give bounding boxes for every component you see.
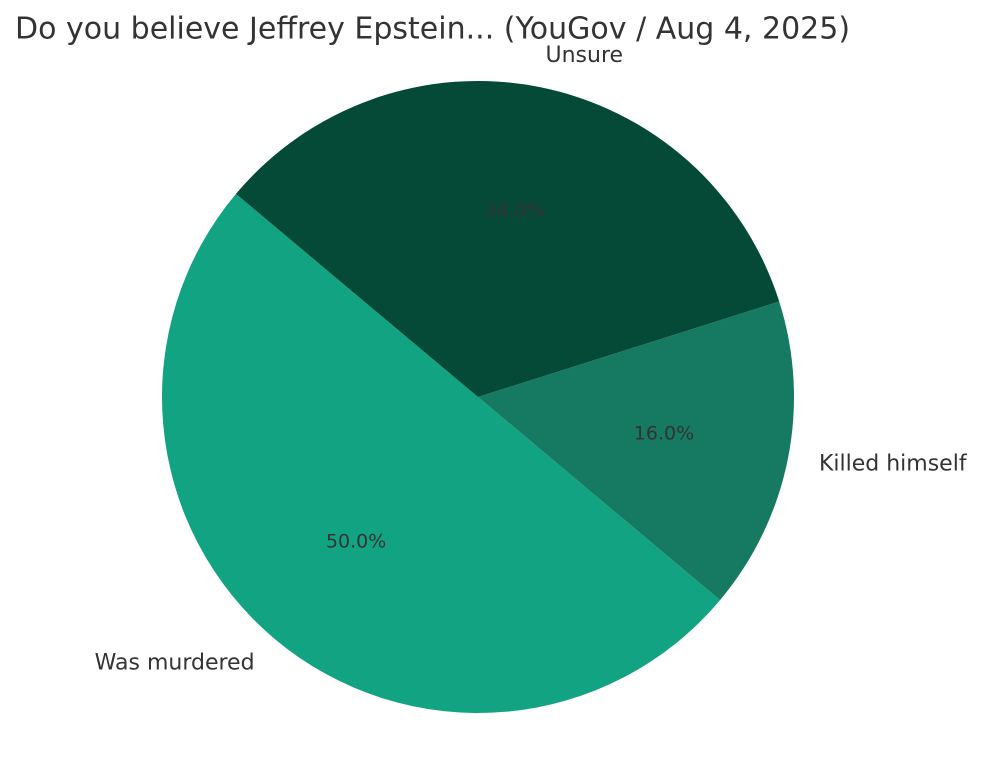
value-label: 34.0% — [485, 200, 545, 222]
category-label: Unsure — [546, 43, 624, 68]
pie-slice — [478, 301, 794, 601]
category-label: Was murdered — [95, 650, 255, 675]
value-label: 16.0% — [634, 422, 694, 444]
pie-slice — [235, 81, 780, 398]
pie-slice — [162, 193, 721, 713]
category-label: Killed himself — [819, 452, 968, 477]
value-label: 50.0% — [326, 531, 386, 553]
chart-title: Do you believe Jeffrey Epstein... (YouGo… — [15, 12, 850, 47]
